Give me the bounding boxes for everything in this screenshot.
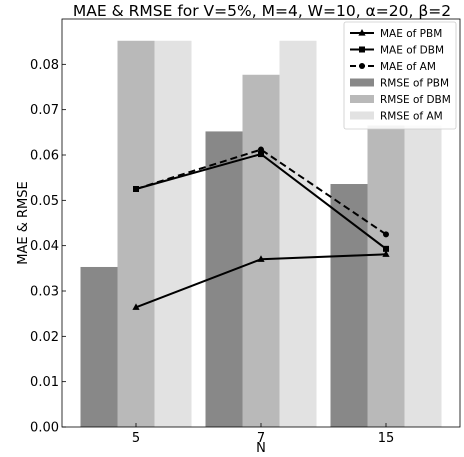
bar-rmse-of-pbm-15 [330,184,368,427]
bar-rmse-of-pbm-5 [80,266,118,427]
y-tick-label: 0.08 [30,58,59,73]
point-mae-of-am-7 [258,146,264,153]
point-mae-of-pbm-5 [132,303,140,310]
legend-swatch-rmse-of-dbm [350,95,374,103]
y-tick-label: 0.06 [30,149,59,164]
bar-rmse-of-dbm-5 [117,40,155,427]
x-tick-label: 5 [132,431,140,446]
y-axis: 0.00 0.01 0.02 0.03 0.04 0.05 0.06 0.07 0.08 [30,58,66,436]
point-mae-of-am-5 [133,186,139,192]
legend: MAE of PBM MAE of DBM MAE of AM RMSE of PBM… [343,21,457,130]
point-mae-of-am-15 [383,231,389,238]
legend-swatch-rmse-of-pbm [350,78,374,87]
point-mae-of-dbm-7 [258,151,264,158]
point-mae-of-pbm-7 [257,255,265,262]
y-tick-label: 0.03 [30,285,59,300]
legend-marker-mae-of-pbm [358,29,366,36]
x-axis-label: N [256,441,266,456]
y-tick-label: 0.07 [30,103,59,118]
x-tick-label: 7 [257,431,265,446]
bar-rmse-of-am-15 [404,125,442,428]
legend-label-mae-of-am: MAE of AM [380,61,436,73]
bar-rmse-of-am-7 [279,40,317,427]
chart-title: MAE & RMSE for V=5%, M=4, W=10, α=20, β=… [73,2,451,20]
line-mae-of-am [135,148,387,236]
legend-label-mae-of-pbm: MAE of PBM [380,28,442,40]
y-tick-label: 0.05 [30,194,59,209]
y-tick-label: 0.02 [30,330,59,345]
y-axis-label: MAE & RMSE [16,181,31,264]
legend-label-rmse-of-am: RMSE of AM [380,111,443,123]
legend-label-mae-of-dbm: MAE of DBM [380,45,444,57]
bar-rmse-of-dbm-15 [367,125,405,428]
legend-label-rmse-of-pbm: RMSE of PBM [380,78,449,90]
bar-rmse-of-dbm-7 [242,74,280,427]
bars-layer [80,40,442,428]
legend-marker-mae-of-am [359,63,365,69]
bar-rmse-of-am-5 [154,40,192,427]
point-mae-of-dbm-15 [383,245,389,252]
x-axis: 5 7 15 [132,423,394,446]
y-tick-label: 0.04 [30,239,59,254]
point-mae-of-pbm-15 [382,250,390,257]
y-tick-label: 0.00 [30,421,59,436]
legend-marker-mae-of-dbm [359,46,365,53]
y-tick-label: 0.01 [30,375,59,390]
legend-swatch-rmse-of-am [350,111,374,120]
x-tick-label: 15 [378,431,395,446]
legend-label-rmse-of-dbm: RMSE of DBM [380,94,451,106]
lines-layer [132,146,390,310]
